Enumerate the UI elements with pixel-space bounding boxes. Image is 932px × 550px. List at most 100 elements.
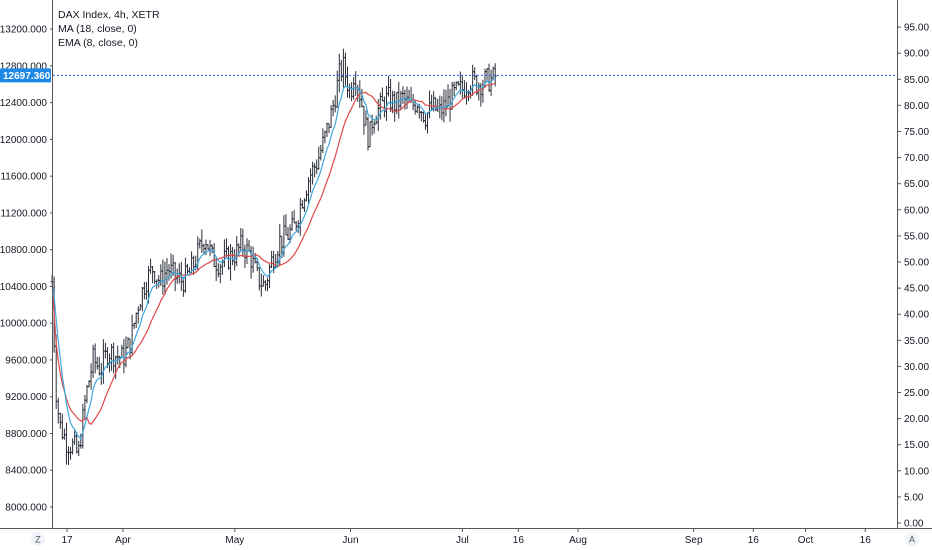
- candle: [436, 98, 440, 113]
- candle: [265, 277, 269, 292]
- candle: [136, 306, 140, 324]
- candle: [185, 263, 189, 274]
- x-tick-label: Jun: [342, 535, 358, 546]
- candle: [401, 86, 405, 104]
- candle: [397, 81, 401, 119]
- x-tick-label: May: [225, 535, 244, 546]
- current-price-label-bg: [0, 68, 51, 83]
- candle: [103, 342, 107, 359]
- candle: [71, 438, 75, 455]
- candle: [286, 226, 290, 241]
- candle: [313, 162, 317, 178]
- candle: [200, 229, 204, 253]
- left-tick-label: 10000.000: [0, 319, 47, 330]
- candle: [173, 262, 177, 292]
- right-percent-axis[interactable]: 0.00 5.00 10.00 15.00 20.00 25.00 30.00 35.00 40…: [897, 23, 929, 530]
- candle: [91, 344, 95, 378]
- zoom-button[interactable]: [31, 532, 45, 546]
- candle: [95, 356, 99, 370]
- right-tick-label: 15.00: [904, 440, 929, 451]
- right-tick-label: 20.00: [904, 414, 929, 425]
- x-tick-label: Aug: [569, 535, 587, 546]
- candle: [368, 121, 372, 148]
- candle: [493, 63, 497, 87]
- left-tick-label: 8800.000: [5, 429, 47, 440]
- candle: [58, 412, 62, 429]
- legend-ma: MA (18, close, 0): [58, 23, 137, 35]
- auto-scale-button[interactable]: [905, 532, 919, 546]
- candle: [298, 197, 302, 236]
- x-tick-label: Oct: [798, 535, 814, 546]
- candle: [89, 363, 93, 390]
- candle: [423, 113, 427, 130]
- candle: [481, 79, 485, 103]
- right-tick-label: 35.00: [904, 336, 929, 347]
- candle: [325, 122, 329, 137]
- candle: [60, 413, 64, 440]
- candle: [151, 266, 155, 284]
- candle: [380, 87, 384, 102]
- candle: [407, 89, 411, 102]
- candle: [259, 273, 263, 297]
- candle: [428, 90, 432, 119]
- right-tick-label: 50.00: [904, 258, 929, 269]
- x-tick-label: 16: [748, 535, 760, 546]
- candle: [263, 280, 267, 291]
- candle: [319, 145, 323, 161]
- left-tick-label: 10800.000: [0, 245, 47, 256]
- candle: [122, 339, 126, 374]
- candle: [389, 78, 393, 113]
- candle: [261, 275, 265, 287]
- candle: [235, 235, 239, 267]
- candle: [364, 110, 368, 126]
- candle: [339, 60, 343, 82]
- candle: [249, 245, 253, 279]
- right-tick-label: 10.00: [904, 466, 929, 477]
- candle: [327, 123, 331, 134]
- right-tick-label: 60.00: [904, 205, 929, 216]
- x-tick-label: 17: [61, 535, 73, 546]
- candle: [85, 384, 89, 404]
- candle: [229, 243, 233, 281]
- candle: [56, 397, 60, 424]
- candle: [231, 247, 235, 266]
- candle: [341, 48, 345, 88]
- candle: [345, 66, 349, 98]
- candle: [426, 112, 430, 134]
- candle: [216, 263, 220, 278]
- time-axis[interactable]: 17 Apr May Jun Jul 16 Aug Sep 16 Oct 16: [61, 528, 871, 546]
- legend-symbol: DAX Index, 4h, XETR: [58, 9, 160, 21]
- candle: [110, 343, 114, 371]
- left-price-axis[interactable]: 8000.000 8400.000 8800.000 9200.000 9600.000…: [0, 25, 53, 514]
- candle: [450, 81, 454, 110]
- left-tick-label: 9600.000: [5, 355, 47, 366]
- candle: [460, 74, 464, 99]
- auto-scale-button-label: A: [909, 535, 915, 545]
- right-tick-label: 90.00: [904, 49, 929, 60]
- left-tick-label: 12800.000: [0, 61, 47, 72]
- candle: [335, 70, 339, 108]
- candle: [134, 312, 138, 328]
- left-tick-label: 8400.000: [5, 466, 47, 477]
- candle: [198, 238, 202, 249]
- candle: [224, 238, 228, 257]
- left-tick-label: 12400.000: [0, 98, 47, 109]
- right-tick-label: 70.00: [904, 153, 929, 164]
- candle: [64, 422, 68, 465]
- candle: [294, 221, 298, 231]
- candle: [309, 168, 313, 193]
- candle: [382, 96, 386, 118]
- left-tick-label: 9200.000: [5, 392, 47, 403]
- candle: [331, 99, 335, 117]
- x-tick-label: Jul: [456, 535, 469, 546]
- right-tick-label: 30.00: [904, 362, 929, 373]
- candle: [97, 356, 101, 376]
- right-tick-label: 25.00: [904, 388, 929, 399]
- candle: [317, 146, 321, 170]
- candle: [270, 250, 274, 269]
- candle: [214, 257, 218, 282]
- candle: [343, 52, 347, 88]
- candle: [393, 91, 397, 122]
